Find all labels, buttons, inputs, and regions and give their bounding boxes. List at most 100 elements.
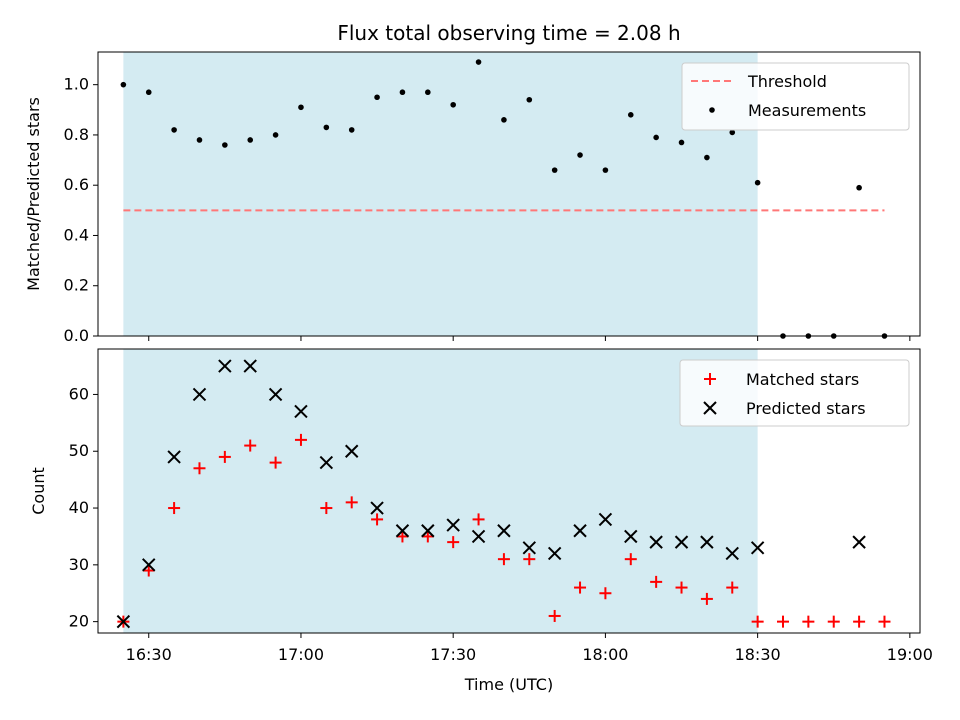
matched-star-point bbox=[650, 575, 663, 588]
top-y-tick-label: 1.0 bbox=[64, 75, 89, 94]
measurement-point bbox=[551, 167, 558, 173]
bottom-predicted-points-layer bbox=[116, 359, 866, 629]
bottom-y-tick-label: 20 bbox=[69, 612, 89, 631]
legend-measurements-swatch bbox=[709, 107, 715, 113]
bottom-y-tick-label: 60 bbox=[69, 384, 89, 403]
measurement-point bbox=[222, 142, 228, 148]
measurement-point bbox=[627, 112, 634, 118]
matched-star-point bbox=[218, 450, 231, 463]
matched-star-point bbox=[142, 564, 155, 577]
bottom-legend: Matched stars Predicted stars bbox=[679, 359, 910, 427]
predicted-star-point bbox=[294, 404, 308, 419]
predicted-star-point bbox=[547, 546, 562, 561]
measurement-point bbox=[602, 167, 609, 173]
predicted-star-point bbox=[319, 455, 334, 470]
bottom-legend-box bbox=[679, 359, 910, 427]
predicted-star-point bbox=[344, 444, 359, 458]
measurement-point bbox=[120, 81, 127, 88]
predicted-star-point bbox=[268, 387, 283, 402]
matched-star-point bbox=[371, 513, 384, 526]
matched-star-point bbox=[827, 615, 840, 628]
bottom-shaded-span bbox=[123, 349, 758, 633]
matched-star-point bbox=[802, 615, 815, 628]
bottom-y-tick-label: 40 bbox=[69, 498, 89, 517]
bottom-y-tick-label: 50 bbox=[69, 441, 89, 460]
predicted-star-point bbox=[471, 529, 486, 544]
predicted-star-point bbox=[192, 387, 207, 402]
matched-star-point bbox=[523, 553, 536, 566]
predicted-star-point bbox=[142, 558, 156, 572]
predicted-star-point bbox=[370, 501, 384, 515]
predicted-star-point bbox=[598, 512, 613, 527]
matched-star-point bbox=[675, 581, 688, 594]
bottom-panel: 20 30 40 50 60 16:30 17:00 17:30 18:00 18:30 19:0… bbox=[29, 348, 933, 694]
measurement-point bbox=[348, 127, 355, 133]
predicted-star-point bbox=[218, 359, 232, 373]
legend-predicted-label: Predicted stars bbox=[746, 399, 866, 418]
measurement-point bbox=[171, 127, 177, 133]
legend-threshold-label: Threshold bbox=[747, 72, 827, 91]
bottom-x-axis: 16:30 17:00 17:30 18:00 18:30 19:00 bbox=[126, 633, 933, 664]
predicted-star-point bbox=[395, 524, 410, 538]
measurement-point bbox=[577, 152, 583, 158]
x-tick-label: 18:00 bbox=[582, 645, 628, 664]
predicted-star-point bbox=[700, 535, 714, 549]
bottom-y-axis-label: Count bbox=[29, 467, 48, 515]
matched-star-point bbox=[497, 553, 510, 566]
predicted-star-point bbox=[750, 541, 765, 555]
predicted-star-point bbox=[243, 359, 257, 373]
measurement-point bbox=[247, 137, 254, 143]
top-points-layer bbox=[120, 59, 888, 339]
x-axis-label: Time (UTC) bbox=[464, 675, 553, 694]
matched-star-point bbox=[878, 615, 891, 628]
matched-star-point bbox=[700, 592, 713, 605]
matched-star-point bbox=[574, 581, 587, 594]
bottom-matched-points-layer bbox=[117, 433, 891, 628]
matched-star-point bbox=[624, 553, 637, 566]
predicted-star-point bbox=[725, 546, 739, 561]
measurement-point bbox=[399, 89, 406, 96]
top-panel: 0.0 0.2 0.4 0.6 0.8 1.0 Flux total observing … bbox=[24, 21, 921, 345]
top-shaded-span bbox=[123, 52, 758, 336]
measurement-point bbox=[323, 124, 330, 131]
measurement-point bbox=[425, 89, 431, 96]
top-y-axis: 0.0 0.2 0.4 0.6 0.8 1.0 bbox=[64, 75, 98, 345]
predicted-star-point bbox=[446, 518, 460, 532]
top-y-tick-label: 0.6 bbox=[64, 175, 89, 194]
measurement-point bbox=[704, 154, 710, 161]
measurement-point bbox=[272, 132, 279, 138]
matched-star-point bbox=[447, 536, 460, 549]
measurement-point bbox=[526, 96, 533, 103]
measurement-point bbox=[653, 134, 659, 141]
measurement-point bbox=[196, 137, 203, 143]
legend-matched-label: Matched stars bbox=[746, 370, 859, 389]
top-y-tick-label: 0.4 bbox=[64, 225, 89, 244]
top-y-tick-label: 0.0 bbox=[64, 326, 89, 345]
top-y-axis-label: Matched/Predicted stars bbox=[24, 97, 43, 291]
top-plot-frame bbox=[97, 51, 921, 337]
matched-star-point bbox=[269, 456, 282, 469]
x-tick-label: 16:30 bbox=[126, 645, 172, 664]
predicted-star-point bbox=[674, 535, 689, 549]
top-legend-box bbox=[681, 62, 910, 131]
top-y-tick-label: 0.8 bbox=[64, 125, 89, 144]
predicted-star-point bbox=[497, 524, 511, 538]
matched-star-point bbox=[396, 530, 409, 543]
bottom-shaded-span-layer bbox=[123, 349, 758, 633]
predicted-star-point bbox=[573, 524, 587, 538]
x-tick-label: 17:00 bbox=[278, 645, 324, 664]
matched-star-point bbox=[726, 581, 739, 594]
predicted-star-point bbox=[421, 524, 435, 538]
bottom-y-axis: 20 30 40 50 60 bbox=[69, 384, 98, 631]
predicted-star-point bbox=[624, 529, 638, 544]
chart-title: Flux total observing time = 2.08 h bbox=[337, 21, 680, 45]
measurement-point bbox=[145, 89, 152, 96]
predicted-star-point bbox=[167, 450, 181, 464]
predicted-star-point bbox=[116, 614, 131, 629]
measurement-point bbox=[450, 101, 456, 108]
measurement-point bbox=[754, 179, 761, 186]
x-tick-label: 17:30 bbox=[430, 645, 476, 664]
matched-star-point bbox=[345, 496, 358, 509]
measurement-point bbox=[678, 139, 685, 146]
matched-star-point bbox=[472, 513, 485, 526]
